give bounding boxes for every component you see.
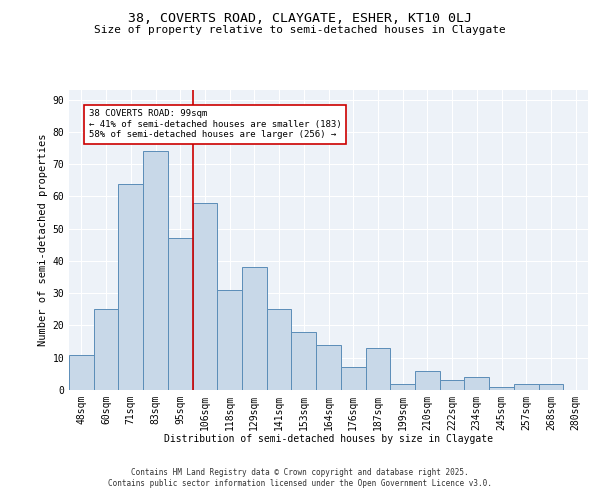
Bar: [242, 268, 267, 390]
Bar: [217, 290, 242, 390]
X-axis label: Distribution of semi-detached houses by size in Claygate: Distribution of semi-detached houses by …: [164, 434, 493, 444]
Bar: [489, 387, 514, 390]
Bar: [341, 368, 365, 390]
Bar: [539, 384, 563, 390]
Bar: [267, 310, 292, 390]
Bar: [193, 203, 217, 390]
Bar: [143, 152, 168, 390]
Y-axis label: Number of semi-detached properties: Number of semi-detached properties: [38, 134, 48, 346]
Bar: [464, 377, 489, 390]
Bar: [118, 184, 143, 390]
Bar: [365, 348, 390, 390]
Bar: [415, 370, 440, 390]
Bar: [168, 238, 193, 390]
Bar: [94, 310, 118, 390]
Text: 38, COVERTS ROAD, CLAYGATE, ESHER, KT10 0LJ: 38, COVERTS ROAD, CLAYGATE, ESHER, KT10 …: [128, 12, 472, 26]
Bar: [514, 384, 539, 390]
Bar: [316, 345, 341, 390]
Bar: [390, 384, 415, 390]
Text: 38 COVERTS ROAD: 99sqm
← 41% of semi-detached houses are smaller (183)
58% of se: 38 COVERTS ROAD: 99sqm ← 41% of semi-det…: [89, 110, 341, 139]
Text: Contains HM Land Registry data © Crown copyright and database right 2025.
Contai: Contains HM Land Registry data © Crown c…: [108, 468, 492, 487]
Bar: [292, 332, 316, 390]
Bar: [440, 380, 464, 390]
Bar: [69, 354, 94, 390]
Text: Size of property relative to semi-detached houses in Claygate: Size of property relative to semi-detach…: [94, 25, 506, 35]
